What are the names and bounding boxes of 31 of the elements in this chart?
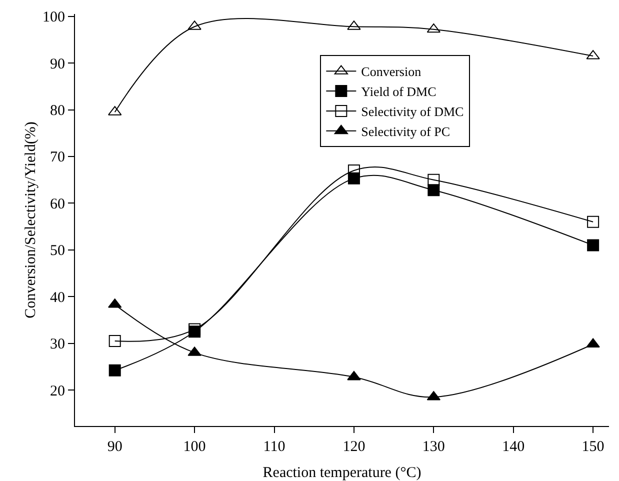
point (587, 216, 600, 228)
legend-label: Selectivity of DMC (361, 104, 464, 120)
x-tick-label: 150 (582, 439, 604, 455)
y-tick-label: 20 (50, 383, 65, 400)
y-tick-label: 70 (50, 150, 65, 166)
x-tick-label: 140 (502, 439, 525, 455)
x-tick-label: 120 (342, 439, 366, 455)
point (428, 184, 440, 196)
y-tick-label: 100 (42, 10, 65, 26)
y-tick-label: 90 (50, 56, 65, 72)
legend-label: Yield of DMC (361, 84, 436, 100)
x-tick-label: 130 (422, 439, 445, 455)
x-axis-title: Reaction temperature (°C) (262, 465, 422, 481)
x-tick-label: 90 (107, 439, 122, 455)
legend-label: Selectivity of PC (361, 124, 450, 139)
point (587, 239, 600, 252)
point (188, 323, 201, 336)
point (347, 370, 361, 380)
y-axis-title: Conversion/Selectivity/Yield(%) (23, 122, 39, 318)
point (108, 334, 121, 347)
y-tick-label: 30 (50, 336, 65, 353)
y-tick-label: 50 (50, 243, 65, 260)
point (348, 164, 360, 176)
y-tick-label: 40 (50, 290, 65, 306)
x-tick-label: 100 (183, 439, 206, 455)
y-tick-label: 60 (50, 196, 65, 212)
x-tick-label: 110 (263, 439, 286, 455)
y-tick-label: 80 (50, 103, 65, 120)
point (428, 174, 440, 186)
legend-label: Conversion (361, 64, 422, 80)
point (108, 364, 121, 376)
